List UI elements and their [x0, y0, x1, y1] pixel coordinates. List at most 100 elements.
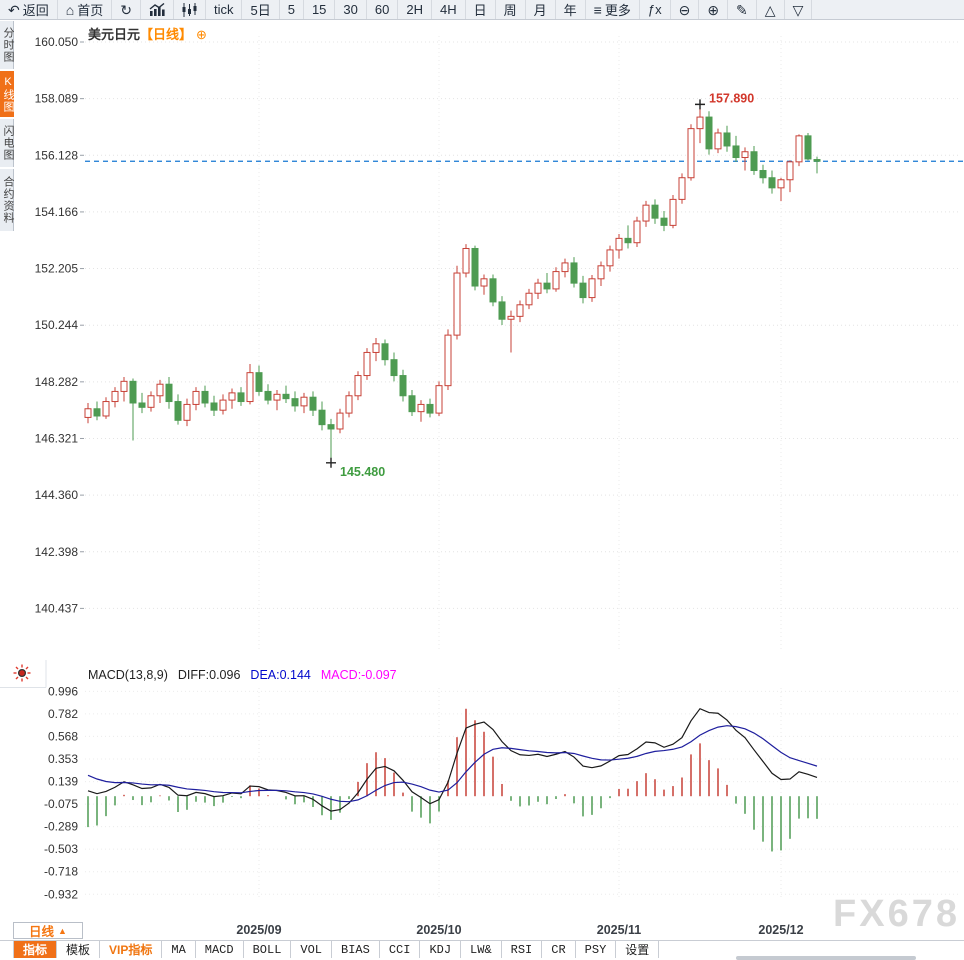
period-year-button[interactable]: 年: [556, 0, 586, 19]
candle-body: [651, 204, 659, 219]
tab-psy[interactable]: PSY: [576, 941, 617, 958]
macd-y-axis-label: -0.075: [44, 797, 78, 811]
horizontal-scrollbar-thumb[interactable]: [736, 956, 916, 960]
add-indicator-icon[interactable]: ⊕: [196, 27, 207, 42]
period-4h-button[interactable]: 4H: [432, 0, 466, 19]
candle-body: [426, 403, 434, 414]
tick-label: tick: [213, 2, 234, 17]
tick-button[interactable]: tick: [206, 0, 243, 19]
candle-body: [354, 375, 362, 397]
more-button[interactable]: ≡ 更多: [586, 0, 640, 19]
tab-kdj[interactable]: KDJ: [420, 941, 462, 958]
tab-cci[interactable]: CCI: [380, 941, 421, 958]
sidebar-item-time-chart[interactable]: 分时图: [0, 21, 14, 69]
back-button[interactable]: ↶ 返回: [0, 0, 58, 19]
candle-body: [336, 412, 344, 430]
candle-body: [561, 262, 569, 273]
candle-body: [120, 380, 128, 392]
macd-y-axis-label: 0.996: [48, 684, 78, 698]
period-month-button[interactable]: 月: [526, 0, 556, 19]
period-30-button[interactable]: 30: [335, 0, 367, 19]
candlestick-button[interactable]: [174, 0, 206, 19]
period-5d-label: 5日: [250, 3, 271, 18]
candle-body: [732, 145, 740, 159]
timeframe-selector[interactable]: 日线 ▲: [13, 922, 83, 939]
candle-body: [291, 398, 299, 407]
zoom-in-button[interactable]: ⊕: [699, 0, 729, 19]
tab-vol[interactable]: VOL: [291, 941, 333, 958]
candle-body: [282, 393, 290, 400]
y-axis-label: 144.360: [35, 488, 79, 502]
sidebar-item-kline-chart[interactable]: K线图: [0, 71, 14, 117]
macd-header: MACD(13,8,9) DIFF:0.096 DEA:0.144 MACD:-0.0…: [88, 668, 407, 682]
indicator-sun-icon[interactable]: [13, 664, 31, 682]
candle-body: [615, 237, 623, 251]
x-axis-month-label: 2025/10: [416, 923, 462, 937]
macd-y-axis-label: -0.932: [44, 887, 78, 901]
fx-button[interactable]: ƒx: [640, 0, 671, 19]
candle-body: [660, 217, 668, 226]
candle-body: [102, 401, 110, 417]
period-month-label: 月: [533, 3, 547, 18]
x-axis-month-label: 2025/11: [596, 923, 642, 937]
tab-rsi[interactable]: RSI: [502, 941, 543, 958]
tab-cr[interactable]: CR: [542, 941, 576, 958]
period-day-label: 日: [473, 3, 487, 18]
zoom-out-button[interactable]: ⊖: [671, 0, 700, 19]
candle-body: [633, 220, 641, 244]
y-axis-label: 160.050: [35, 35, 79, 49]
candle-body: [156, 383, 164, 397]
y-axis-label: 146.321: [35, 431, 79, 445]
draw-button[interactable]: ✎: [728, 0, 757, 19]
tab-模板[interactable]: 模板: [57, 941, 101, 958]
candle-body: [786, 161, 794, 181]
candle-body: [669, 198, 677, 226]
refresh-button[interactable]: ↻: [112, 0, 141, 19]
candle-body: [219, 399, 227, 411]
indicator-tab-bar: 指标 模板 VIP指标 MA MACD BOLL VOL BIAS CCI KDJ LW& RSI CR…: [0, 940, 964, 958]
tab-bias[interactable]: BIAS: [332, 941, 380, 958]
candle-body: [795, 135, 803, 163]
period-day-button[interactable]: 日: [466, 0, 496, 19]
tab-vip指标[interactable]: VIP指标: [100, 941, 163, 958]
period-week-label: 周: [503, 3, 517, 18]
period-5d-button[interactable]: 5日: [242, 0, 280, 19]
tab-boll[interactable]: BOLL: [244, 941, 292, 958]
period-tag: 【日线】: [140, 27, 193, 42]
sidebar-item-lightning-chart[interactable]: 闪电图: [0, 119, 14, 167]
candle-body: [210, 402, 218, 411]
tab-指标[interactable]: 指标: [13, 941, 58, 958]
period-5-button[interactable]: 5: [280, 0, 304, 19]
tab-macd[interactable]: MACD: [196, 941, 244, 958]
period-week-button[interactable]: 周: [496, 0, 526, 19]
home-button[interactable]: ⌂ 首页: [58, 0, 113, 19]
candle-body: [723, 132, 731, 147]
triangle-up-button[interactable]: △: [757, 0, 785, 19]
symbol-name: 美元日元: [88, 27, 141, 42]
tab-lw[interactable]: LW&: [461, 941, 502, 958]
period-2h-button[interactable]: 2H: [398, 0, 432, 19]
period-15-button[interactable]: 15: [304, 0, 336, 19]
macd-y-axis-label: 0.353: [48, 752, 78, 766]
candle-body: [246, 372, 254, 403]
triangle-down-button[interactable]: ▽: [785, 0, 813, 19]
period-60-button[interactable]: 60: [367, 0, 399, 19]
tab-设置[interactable]: 设置: [616, 941, 660, 958]
y-axis-label: 140.437: [35, 601, 79, 615]
tab-ma[interactable]: MA: [162, 941, 196, 958]
sidebar-item-contract-info[interactable]: 合约资料: [0, 169, 14, 231]
candle-body: [471, 247, 479, 287]
candle-body: [606, 249, 614, 267]
candle-body: [678, 177, 686, 200]
candle-body: [444, 334, 452, 387]
refresh-icon: ↻: [120, 1, 132, 18]
top-toolbar: ↶ 返回 ⌂ 首页 ↻ tick 5日 5 15 30 60 2H 4H 日 周 月年 ≡ 更多 ƒx ⊖ ⊕ ✎ △ ▽: [0, 0, 964, 20]
bar-chart-icon: [149, 3, 165, 16]
y-axis-label: 156.128: [35, 148, 79, 162]
period-4h-label: 4H: [439, 2, 457, 17]
bar-chart-button[interactable]: [141, 0, 174, 19]
candle-body: [543, 282, 551, 290]
candle-body: [768, 177, 776, 189]
macd-diff-line: [87, 707, 818, 812]
